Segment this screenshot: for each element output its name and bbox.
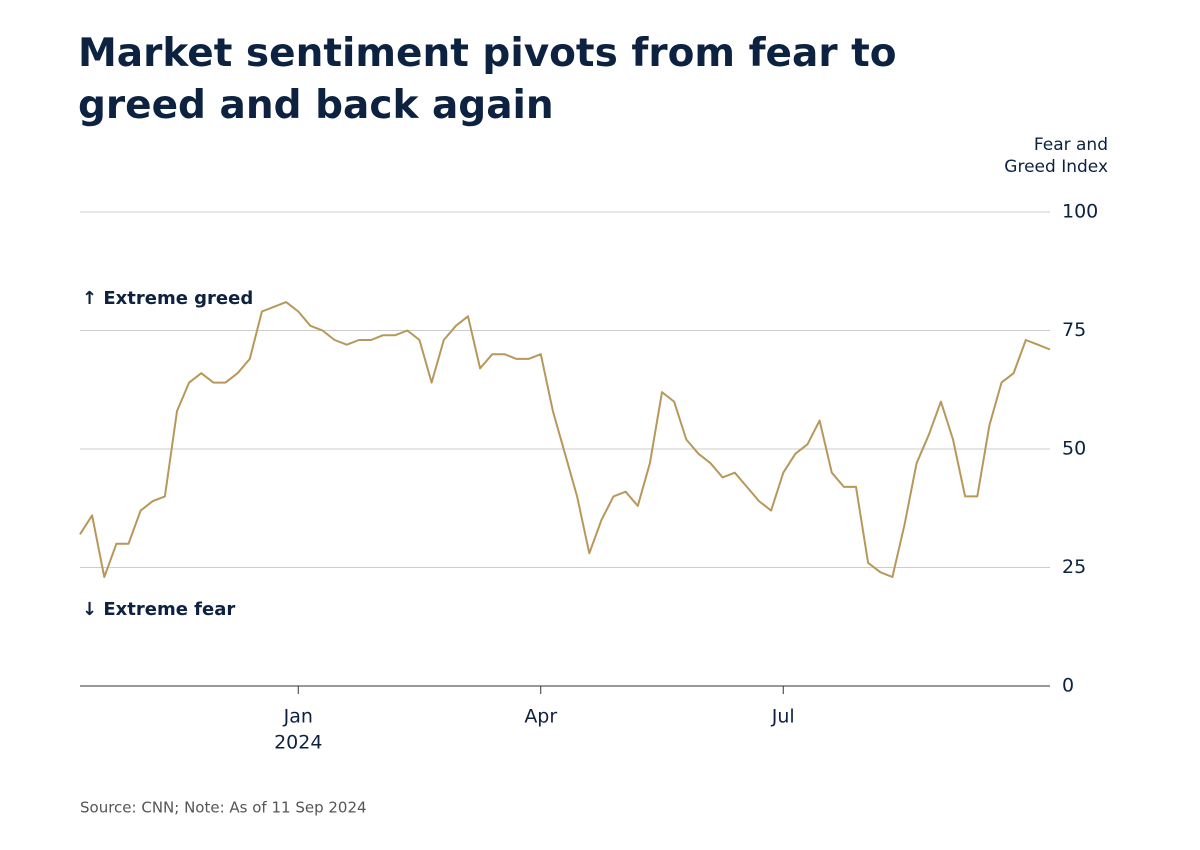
x-tick-label: Jan	[283, 706, 313, 728]
y-tick-label: 0	[1062, 675, 1074, 697]
y-axis-title: Fear and Greed Index	[1004, 135, 1108, 177]
y-tick-label: 25	[1062, 556, 1086, 578]
annotation: ↑ Extreme greed	[82, 288, 253, 309]
y-tick-label: 100	[1062, 201, 1098, 223]
source: Source: CNN; Note: As of 11 Sep 2024	[80, 799, 367, 817]
y-tick-label: 50	[1062, 438, 1086, 460]
line	[79, 301, 1051, 578]
chart-title: Market sentiment pivots from fear to gre…	[78, 31, 897, 128]
x-tick-label: Jul	[771, 706, 795, 728]
x-tick-label: Apr	[524, 706, 557, 728]
annotation: ↓ Extreme fear	[82, 599, 235, 620]
y-tick-label: 75	[1062, 319, 1086, 341]
x-year-label: 2024	[274, 732, 322, 754]
